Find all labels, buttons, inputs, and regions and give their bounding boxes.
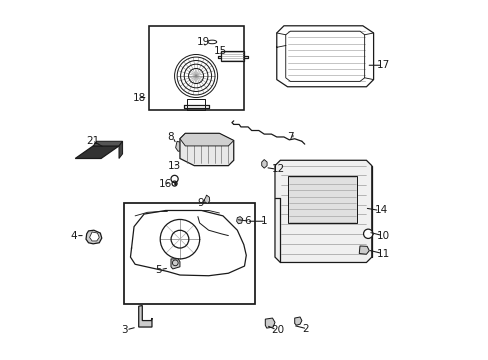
Text: 21: 21 (86, 136, 100, 145)
Text: 11: 11 (376, 248, 389, 258)
Text: 7: 7 (287, 132, 294, 142)
Text: 1: 1 (260, 216, 267, 226)
Circle shape (363, 229, 372, 238)
Bar (149, 26, 244, 110)
Polygon shape (359, 246, 368, 254)
Circle shape (171, 175, 178, 183)
Polygon shape (180, 134, 233, 166)
Polygon shape (139, 306, 152, 327)
Text: 14: 14 (373, 206, 387, 216)
Bar (221, 51, 244, 61)
Text: 4: 4 (70, 231, 77, 240)
Polygon shape (236, 217, 242, 224)
Polygon shape (75, 146, 119, 158)
Text: 12: 12 (271, 164, 284, 174)
Text: 15: 15 (214, 46, 227, 56)
Polygon shape (93, 141, 122, 146)
Text: 20: 20 (271, 325, 284, 335)
Text: 17: 17 (376, 60, 389, 70)
Polygon shape (294, 317, 301, 325)
Bar (287, 176, 357, 223)
Polygon shape (274, 160, 371, 262)
Polygon shape (171, 259, 180, 269)
Bar (124, 203, 255, 304)
Text: 6: 6 (244, 216, 251, 226)
Text: 10: 10 (376, 231, 389, 240)
Text: 5: 5 (155, 265, 161, 275)
Text: 2: 2 (301, 324, 308, 334)
Text: 16: 16 (158, 179, 171, 189)
Text: 13: 13 (167, 161, 180, 171)
Text: 9: 9 (197, 198, 203, 208)
Text: 8: 8 (167, 132, 174, 142)
Polygon shape (180, 134, 233, 146)
Text: 19: 19 (197, 37, 210, 47)
Polygon shape (204, 195, 209, 203)
Text: 3: 3 (121, 325, 127, 335)
Polygon shape (86, 230, 102, 244)
Polygon shape (265, 318, 274, 328)
Polygon shape (261, 159, 266, 168)
Polygon shape (89, 232, 99, 241)
Polygon shape (175, 141, 183, 151)
Polygon shape (119, 141, 122, 158)
Text: 18: 18 (132, 93, 145, 103)
